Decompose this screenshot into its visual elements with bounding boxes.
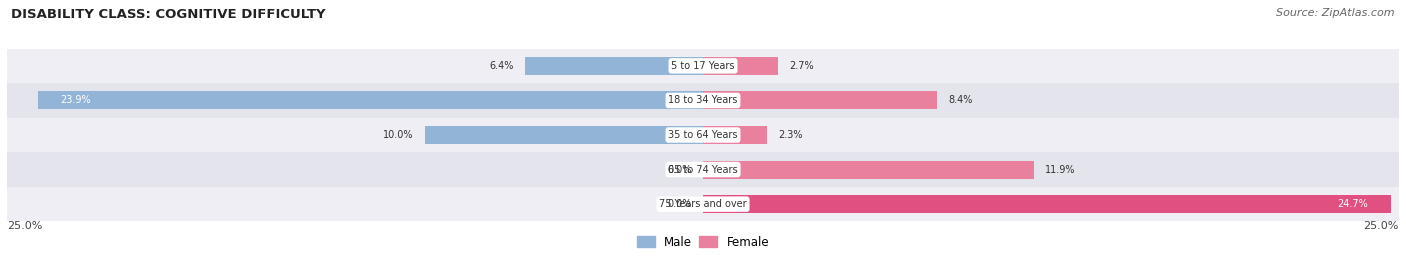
Bar [524,57,703,75]
Text: 0.0%: 0.0% [668,164,692,175]
Bar [703,57,778,75]
Text: 25.0%: 25.0% [1364,221,1399,231]
Bar [7,187,1399,221]
Text: 0.0%: 0.0% [668,199,692,209]
Bar [703,92,936,109]
Text: 65 to 74 Years: 65 to 74 Years [668,164,738,175]
Text: 6.4%: 6.4% [489,61,513,71]
Text: Source: ZipAtlas.com: Source: ZipAtlas.com [1277,8,1395,18]
Bar [7,152,1399,187]
Bar [425,126,703,144]
Bar [7,49,1399,83]
Bar [7,83,1399,118]
Text: 8.4%: 8.4% [948,95,973,106]
Bar [7,118,1399,152]
Bar [703,126,768,144]
Text: 11.9%: 11.9% [1046,164,1076,175]
Text: 2.7%: 2.7% [789,61,814,71]
Text: 10.0%: 10.0% [382,130,413,140]
Text: 24.7%: 24.7% [1337,199,1368,209]
Text: 18 to 34 Years: 18 to 34 Years [668,95,738,106]
Bar [38,92,703,109]
Text: 35 to 64 Years: 35 to 64 Years [668,130,738,140]
Text: 2.3%: 2.3% [778,130,803,140]
Text: 23.9%: 23.9% [60,95,90,106]
Bar [703,195,1391,213]
Text: DISABILITY CLASS: COGNITIVE DIFFICULTY: DISABILITY CLASS: COGNITIVE DIFFICULTY [11,8,326,21]
Text: 5 to 17 Years: 5 to 17 Years [671,61,735,71]
Legend: Male, Female: Male, Female [633,231,773,254]
Text: 75 Years and over: 75 Years and over [659,199,747,209]
Text: 25.0%: 25.0% [7,221,42,231]
Bar [703,161,1035,178]
